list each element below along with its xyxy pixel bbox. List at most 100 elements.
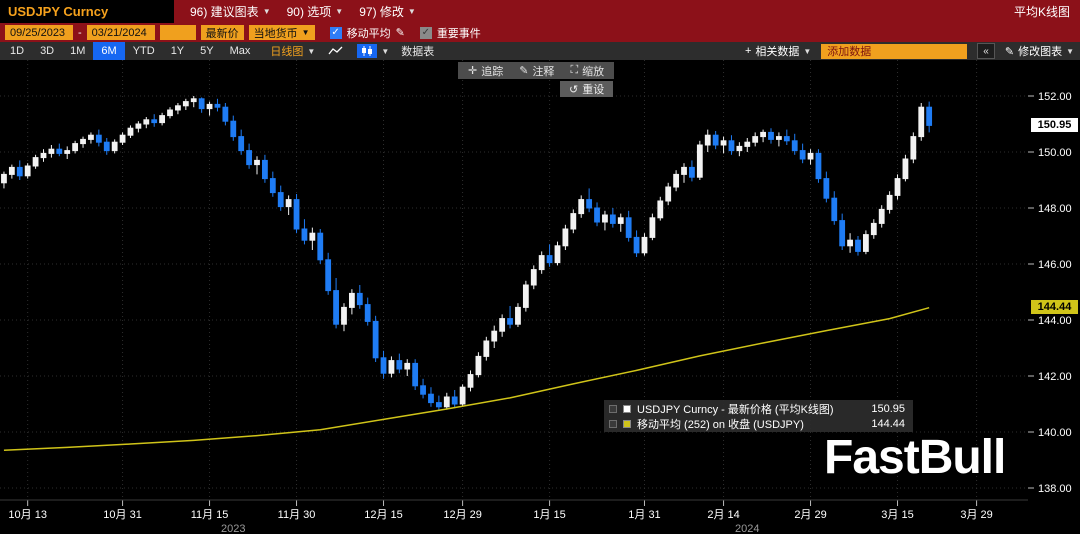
- candle-body[interactable]: [182, 101, 189, 107]
- candle-body[interactable]: [712, 134, 719, 146]
- candle-body[interactable]: [720, 140, 727, 146]
- candle-body[interactable]: [815, 152, 822, 180]
- candle-body[interactable]: [791, 140, 798, 152]
- candle-body[interactable]: [483, 340, 490, 357]
- candle-body[interactable]: [285, 199, 292, 208]
- candle-body[interactable]: [625, 217, 632, 238]
- related-data-button[interactable]: + 相关数据 ▼: [745, 43, 811, 59]
- candle-body[interactable]: [602, 214, 608, 223]
- price-chart[interactable]: 152.00 150.00 148.00 146.00 144.00 142.00 140.…: [0, 60, 1080, 534]
- candle-body[interactable]: [736, 145, 743, 152]
- candle-body[interactable]: [135, 123, 142, 129]
- events-checkbox[interactable]: ✓: [419, 26, 432, 39]
- candle-body[interactable]: [388, 360, 395, 374]
- date-from-input[interactable]: 09/25/2023: [5, 25, 73, 40]
- candle-body[interactable]: [910, 136, 917, 160]
- date-to-input[interactable]: 03/21/2024: [86, 25, 155, 40]
- legend-toggle-icon[interactable]: [609, 404, 617, 413]
- candle-body[interactable]: [151, 119, 158, 124]
- candle-body[interactable]: [412, 362, 419, 387]
- candle-body[interactable]: [80, 138, 86, 145]
- candle-body[interactable]: [673, 173, 680, 188]
- candle-body[interactable]: [823, 178, 830, 199]
- candle-body[interactable]: [704, 134, 711, 146]
- candle-body[interactable]: [16, 166, 23, 177]
- candle-body[interactable]: [64, 150, 71, 154]
- candle-body[interactable]: [752, 136, 759, 143]
- candle-body[interactable]: [878, 208, 885, 224]
- candle-body[interactable]: [870, 222, 877, 236]
- candle-body[interactable]: [760, 131, 766, 138]
- candle-body[interactable]: [262, 159, 268, 180]
- candle-body[interactable]: [530, 269, 537, 286]
- menu-options[interactable]: 90) 选项 ▼: [287, 0, 344, 23]
- candle-body[interactable]: [127, 127, 134, 136]
- candle-body[interactable]: [649, 217, 656, 238]
- candle-body[interactable]: [586, 199, 593, 209]
- candle-body[interactable]: [88, 134, 94, 140]
- candle-body[interactable]: [420, 385, 426, 395]
- track-button[interactable]: ✛ 追踪: [468, 63, 503, 79]
- candle-body[interactable]: [744, 141, 751, 147]
- candle-body[interactable]: [325, 259, 332, 292]
- candle-body[interactable]: [246, 150, 252, 166]
- candle-body[interactable]: [578, 199, 585, 215]
- candle-body[interactable]: [119, 134, 126, 143]
- candle-body[interactable]: [507, 318, 513, 325]
- candle-body[interactable]: [681, 166, 687, 175]
- candle-body[interactable]: [665, 186, 672, 202]
- chevron-down-icon[interactable]: ▼: [381, 46, 390, 56]
- candle-body[interactable]: [32, 157, 39, 167]
- candle-body[interactable]: [886, 194, 893, 210]
- candle-body[interactable]: [309, 232, 316, 241]
- candle-body[interactable]: [230, 120, 237, 138]
- candle-body[interactable]: [348, 292, 355, 308]
- candle-body[interactable]: [143, 119, 150, 125]
- candle-body[interactable]: [499, 318, 506, 332]
- annotate-button[interactable]: ✎ 注释: [519, 63, 554, 79]
- candle-body[interactable]: [799, 150, 806, 160]
- candle-body[interactable]: [214, 103, 221, 108]
- legend-row-price[interactable]: USDJPY Curncy - 最新价格 (平均K线图) 150.95: [609, 401, 905, 416]
- edit-ma-pencil-icon[interactable]: ✎: [395, 27, 405, 39]
- candle-body[interactable]: [783, 136, 790, 142]
- candle-body[interactable]: [839, 220, 846, 247]
- range-5y[interactable]: 5Y: [200, 45, 214, 57]
- candle-body[interactable]: [657, 200, 664, 219]
- candle-body[interactable]: [159, 115, 166, 124]
- candle-body[interactable]: [8, 166, 15, 175]
- candle-body[interactable]: [522, 284, 529, 308]
- candle-body[interactable]: [554, 245, 561, 264]
- candle-body[interactable]: [768, 131, 774, 140]
- candlestick-chart-icon[interactable]: [357, 44, 378, 58]
- price-source-select[interactable]: 最新价: [200, 25, 244, 40]
- candle-body[interactable]: [254, 159, 260, 166]
- candle-body[interactable]: [617, 217, 624, 224]
- candle-body[interactable]: [459, 386, 466, 405]
- candle-body[interactable]: [341, 306, 347, 325]
- menu-modify[interactable]: 97) 修改 ▼: [359, 0, 416, 23]
- candle-body[interactable]: [491, 330, 498, 342]
- candle-body[interactable]: [356, 292, 363, 306]
- candle-body[interactable]: [515, 306, 521, 325]
- candle-body[interactable]: [167, 109, 173, 117]
- range-6m[interactable]: 6M: [93, 42, 125, 60]
- candle-body[interactable]: [301, 228, 308, 241]
- candle-body[interactable]: [609, 214, 616, 224]
- candle-body[interactable]: [372, 320, 379, 359]
- candle-body[interactable]: [776, 136, 782, 140]
- candle-body[interactable]: [238, 136, 245, 152]
- candle-body[interactable]: [1, 173, 7, 184]
- add-data-input[interactable]: 添加数据: [821, 43, 968, 59]
- candle-body[interactable]: [206, 103, 213, 110]
- modify-chart-button[interactable]: ✎ 修改图表 ▼: [1005, 43, 1074, 59]
- candle-body[interactable]: [862, 234, 869, 252]
- candle-body[interactable]: [364, 304, 371, 322]
- candle-body[interactable]: [451, 396, 458, 405]
- collapse-button[interactable]: «: [977, 43, 995, 59]
- candle-body[interactable]: [538, 255, 545, 271]
- candle-body[interactable]: [380, 357, 387, 374]
- candle-body[interactable]: [918, 106, 925, 138]
- range-ytd[interactable]: YTD: [132, 45, 155, 57]
- line-chart-icon[interactable]: [325, 44, 347, 58]
